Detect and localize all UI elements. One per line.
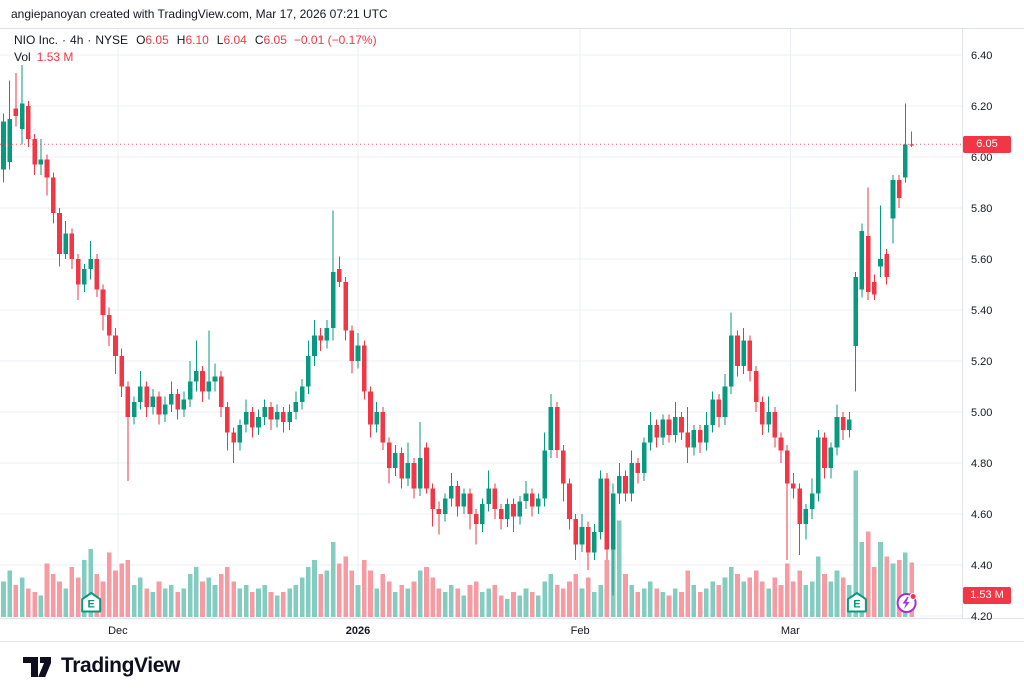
change-readout: −0.01 (−0.17%) — [293, 33, 377, 47]
earnings-icon[interactable]: E — [846, 592, 867, 613]
svg-text:4.20: 4.20 — [971, 611, 992, 623]
candles-layer — [1, 65, 914, 596]
svg-text:E: E — [853, 599, 860, 611]
svg-text:4.60: 4.60 — [971, 509, 992, 521]
separator-dot: · — [62, 33, 67, 47]
svg-text:5.40: 5.40 — [971, 305, 992, 317]
grid-layer — [0, 28, 962, 618]
svg-text:Dec: Dec — [108, 625, 128, 637]
chart-legend: NIO Inc. · 4h · NYSE O6.05 H6.10 L6.04 C6.05 −0.0… — [14, 33, 377, 65]
exchange-label: NYSE — [95, 33, 129, 47]
svg-text:4.80: 4.80 — [971, 458, 992, 470]
symbol-row: NIO Inc. · 4h · NYSE O6.05 H6.10 L6.04 C6.05 −0.0… — [14, 33, 377, 48]
axis-lines — [0, 28, 1024, 642]
svg-text:6.00: 6.00 — [971, 152, 992, 164]
time-axis-labels[interactable]: Dec 2026 Feb Mar — [108, 625, 800, 637]
svg-text:4.40: 4.40 — [971, 560, 992, 572]
svg-text:Mar: Mar — [781, 625, 800, 637]
attribution-text: angiepanoyan created with TradingView.co… — [11, 7, 388, 21]
flash-icon[interactable] — [896, 593, 917, 613]
svg-text:2026: 2026 — [346, 625, 370, 637]
svg-text:E: E — [88, 599, 95, 611]
svg-text:5.20: 5.20 — [971, 356, 992, 368]
last-price-badge: 6.05 — [963, 136, 1011, 153]
price-axis-labels[interactable]: 6.40 6.20 6.00 5.80 5.60 5.40 5.20 5.00 4.80 4.60… — [971, 50, 992, 623]
tradingview-logo-icon[interactable] — [22, 652, 52, 679]
svg-text:6.20: 6.20 — [971, 101, 992, 113]
symbol-name[interactable]: NIO Inc. — [14, 33, 59, 47]
interval-label[interactable]: 4h — [70, 33, 84, 47]
high-readout: H6.10 — [176, 33, 209, 47]
close-readout: C6.05 — [254, 33, 287, 47]
svg-text:6.40: 6.40 — [971, 50, 992, 62]
volume-row: Vol 1.53 M — [14, 50, 377, 65]
svg-text:5.80: 5.80 — [971, 203, 992, 215]
volume-label[interactable]: Vol — [14, 50, 31, 64]
footer: TradingView — [22, 652, 180, 679]
svg-text:5.00: 5.00 — [971, 407, 992, 419]
separator-dot: · — [87, 33, 92, 47]
svg-text:Feb: Feb — [571, 625, 590, 637]
volume-value: 1.53 M — [36, 50, 74, 64]
tradingview-logo-text[interactable]: TradingView — [61, 653, 180, 677]
svg-text:5.60: 5.60 — [971, 254, 992, 266]
markers-layer: E E — [81, 592, 917, 613]
open-readout: O6.05 — [136, 33, 169, 47]
last-volume-badge: 1.53 M — [963, 587, 1011, 604]
earnings-icon[interactable]: E — [81, 592, 102, 613]
low-readout: L6.04 — [216, 33, 247, 47]
